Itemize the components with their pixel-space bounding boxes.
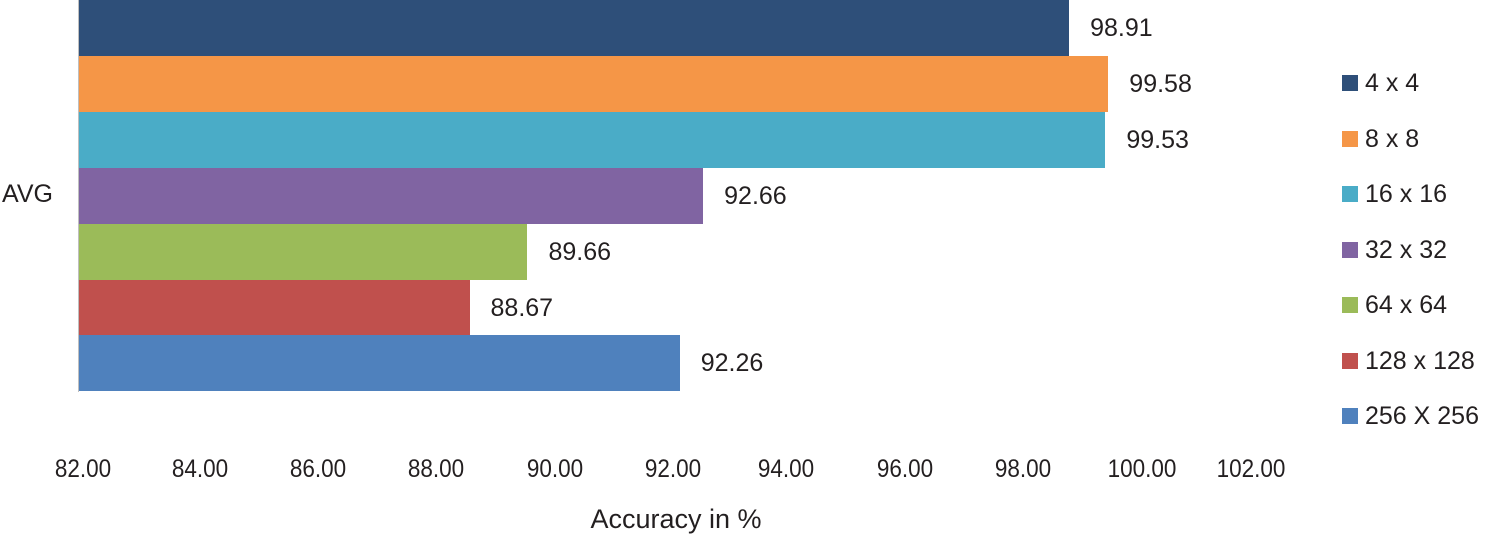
legend-label: 4 x 4	[1365, 69, 1420, 97]
y-axis-line	[78, 0, 79, 392]
data-label: 92.66	[724, 182, 787, 210]
x-tick-label: 86.00	[289, 455, 347, 483]
legend-label: 128 x 128	[1365, 346, 1475, 375]
x-axis-title: Accuracy in %	[590, 504, 762, 534]
legend-item: 4 x 4	[1342, 68, 1419, 98]
bar-32x32	[79, 168, 704, 224]
bar-128x128	[79, 280, 470, 335]
x-tick-label: 94.00	[757, 455, 815, 483]
legend-item: 32 x 32	[1342, 235, 1447, 265]
x-tick-label: 100.00	[1107, 455, 1177, 483]
legend-item: 256 X 256	[1342, 401, 1479, 431]
legend-label: 8 x 8	[1365, 124, 1420, 153]
data-label: 99.58	[1129, 70, 1192, 98]
legend-item: 128 x 128	[1342, 346, 1475, 376]
legend-item: 8 x 8	[1342, 124, 1419, 154]
legend-swatch-icon	[1342, 241, 1358, 258]
x-tick-label: 96.00	[876, 455, 934, 483]
x-tick-label: 98.00	[994, 455, 1052, 483]
legend-swatch-icon	[1342, 186, 1358, 202]
x-tick-label: 102.00	[1216, 455, 1286, 483]
x-tick-label: 88.00	[407, 455, 465, 483]
data-label: 89.66	[548, 238, 612, 266]
data-label: 98.91	[1090, 14, 1153, 42]
legend-swatch-icon	[1342, 130, 1358, 147]
legend-swatch-icon	[1342, 75, 1358, 91]
x-tick-label: 92.00	[644, 455, 702, 483]
data-label: 99.53	[1126, 126, 1189, 154]
x-tick-label: 84.00	[171, 455, 229, 483]
bar-8x8	[79, 56, 1109, 112]
category-label: AVG	[2, 180, 53, 208]
legend-item: 64 x 64	[1342, 290, 1447, 320]
bar-256x256	[79, 335, 680, 391]
bar-4x4	[79, 0, 1070, 56]
bar-64x64	[79, 224, 528, 280]
legend-label: 256 X 256	[1365, 402, 1479, 430]
legend-label: 64 x 64	[1365, 291, 1448, 319]
legend-label: 16 x 16	[1365, 180, 1448, 208]
legend-swatch-icon	[1342, 408, 1358, 424]
x-tick-label: 90.00	[526, 455, 584, 483]
legend-swatch-icon	[1342, 352, 1358, 369]
legend-label: 32 x 32	[1365, 235, 1448, 264]
bar-16x16	[79, 112, 1106, 168]
data-label: 88.67	[490, 294, 554, 322]
x-tick-label: 82.00	[54, 455, 112, 483]
data-label: 92.26	[700, 349, 764, 377]
legend-swatch-icon	[1342, 297, 1358, 313]
legend-item: 16 x 16	[1342, 179, 1447, 209]
